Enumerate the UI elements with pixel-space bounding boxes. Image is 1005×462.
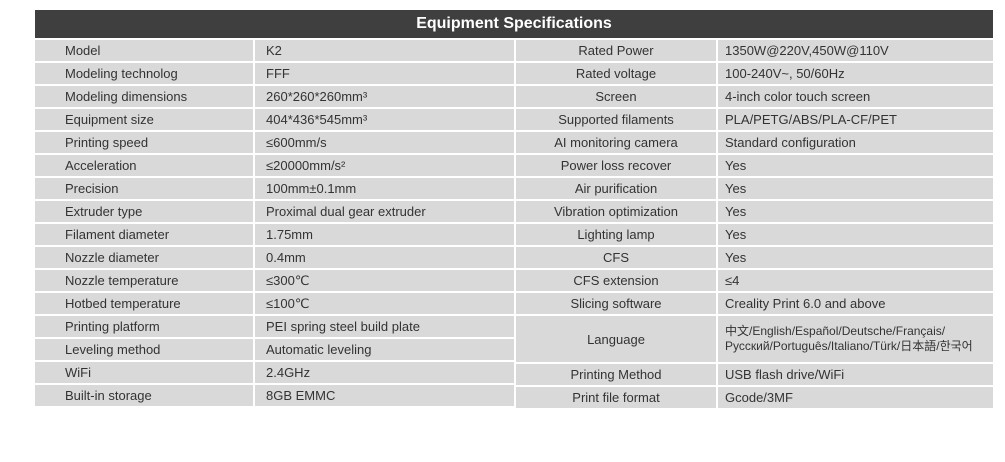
spec-label: Power loss recover	[516, 155, 716, 178]
spec-row: Hotbed temperature ≤100℃	[35, 293, 514, 316]
spec-row: AI monitoring camera Standard configurati…	[516, 132, 993, 155]
spec-label: CFS	[516, 247, 716, 270]
spec-label: Air purification	[516, 178, 716, 201]
spec-label: Extruder type	[35, 201, 253, 224]
spec-label: Language	[516, 316, 716, 364]
spec-row: Extruder type Proximal dual gear extruder	[35, 201, 514, 224]
spec-label: Nozzle temperature	[35, 270, 253, 293]
spec-row: Equipment size 404*436*545mm³	[35, 109, 514, 132]
spec-label: Model	[35, 40, 253, 63]
spec-value: USB flash drive/WiFi	[716, 364, 993, 387]
spec-row: Acceleration ≤20000mm/s²	[35, 155, 514, 178]
spec-row: Printing speed ≤600mm/s	[35, 132, 514, 155]
spec-value: 404*436*545mm³	[253, 109, 514, 132]
spec-value: 260*260*260mm³	[253, 86, 514, 109]
spec-value: 2.4GHz	[253, 362, 514, 385]
spec-label: Leveling method	[35, 339, 253, 362]
spec-label: Printing Method	[516, 364, 716, 387]
spec-row: Rated Power 1350W@220V,450W@110V	[516, 40, 993, 63]
spec-label: Vibration optimization	[516, 201, 716, 224]
spec-title: Equipment Specifications	[35, 10, 993, 38]
spec-value: ≤4	[716, 270, 993, 293]
spec-row: Print file format Gcode/3MF	[516, 387, 993, 410]
spec-table-left: Model K2 Modeling technolog FFF Modeling dim…	[35, 40, 514, 410]
spec-value: Yes	[716, 247, 993, 270]
spec-label: Supported filaments	[516, 109, 716, 132]
spec-value: ≤100℃	[253, 293, 514, 316]
spec-label: Modeling dimensions	[35, 86, 253, 109]
spec-value: PLA/PETG/ABS/PLA-CF/PET	[716, 109, 993, 132]
spec-value: Automatic leveling	[253, 339, 514, 362]
spec-row: Rated voltage 100-240V~, 50/60Hz	[516, 63, 993, 86]
spec-value: FFF	[253, 63, 514, 86]
spec-value: 4-inch color touch screen	[716, 86, 993, 109]
spec-value: 100mm±0.1mm	[253, 178, 514, 201]
spec-label: Slicing software	[516, 293, 716, 316]
spec-row: Slicing software Creality Print 6.0 and a…	[516, 293, 993, 316]
spec-value: Gcode/3MF	[716, 387, 993, 410]
spec-label: Nozzle diameter	[35, 247, 253, 270]
spec-label: Print file format	[516, 387, 716, 410]
spec-row: CFS extension ≤4	[516, 270, 993, 293]
spec-row: Supported filaments PLA/PETG/ABS/PLA-CF/P…	[516, 109, 993, 132]
spec-row: Power loss recover Yes	[516, 155, 993, 178]
spec-value: 1.75mm	[253, 224, 514, 247]
spec-row: Printing Method USB flash drive/WiFi	[516, 364, 993, 387]
spec-row: Language 中文/English/Español/Deutsche/Fran…	[516, 316, 993, 364]
spec-value: 1350W@220V,450W@110V	[716, 40, 993, 63]
spec-row: CFS Yes	[516, 247, 993, 270]
spec-row: WiFi 2.4GHz	[35, 362, 514, 385]
spec-row: Printing platform PEI spring steel build …	[35, 316, 514, 339]
spec-label: Built-in storage	[35, 385, 253, 408]
spec-value: Yes	[716, 178, 993, 201]
spec-value: Proximal dual gear extruder	[253, 201, 514, 224]
spec-label: Modeling technolog	[35, 63, 253, 86]
spec-value: 中文/English/Español/Deutsche/Français/Рус…	[716, 316, 993, 364]
spec-row: Model K2	[35, 40, 514, 63]
spec-label: Printing platform	[35, 316, 253, 339]
spec-value: 100-240V~, 50/60Hz	[716, 63, 993, 86]
spec-row: Modeling dimensions 260*260*260mm³	[35, 86, 514, 109]
spec-label: Lighting lamp	[516, 224, 716, 247]
spec-label: CFS extension	[516, 270, 716, 293]
spec-row: Nozzle temperature ≤300℃	[35, 270, 514, 293]
spec-label: Screen	[516, 86, 716, 109]
spec-value: ≤600mm/s	[253, 132, 514, 155]
spec-label: Filament diameter	[35, 224, 253, 247]
spec-label: Hotbed temperature	[35, 293, 253, 316]
spec-row: Screen 4-inch color touch screen	[516, 86, 993, 109]
spec-sheet: Equipment Specifications Model K2 Modeling…	[35, 10, 993, 410]
spec-row: Lighting lamp Yes	[516, 224, 993, 247]
spec-label: Acceleration	[35, 155, 253, 178]
spec-label: Printing speed	[35, 132, 253, 155]
spec-row: Air purification Yes	[516, 178, 993, 201]
spec-value: ≤20000mm/s²	[253, 155, 514, 178]
spec-row: Built-in storage 8GB EMMC	[35, 385, 514, 408]
spec-value: Yes	[716, 224, 993, 247]
spec-label: Rated voltage	[516, 63, 716, 86]
spec-label: WiFi	[35, 362, 253, 385]
spec-row: Leveling method Automatic leveling	[35, 339, 514, 362]
spec-row: Vibration optimization Yes	[516, 201, 993, 224]
spec-value: ≤300℃	[253, 270, 514, 293]
spec-table-right: Rated Power 1350W@220V,450W@110V Rated vol…	[516, 40, 993, 410]
spec-value: Yes	[716, 155, 993, 178]
spec-value: 0.4mm	[253, 247, 514, 270]
spec-label: Equipment size	[35, 109, 253, 132]
spec-label: Precision	[35, 178, 253, 201]
spec-label: AI monitoring camera	[516, 132, 716, 155]
spec-row: Precision 100mm±0.1mm	[35, 178, 514, 201]
spec-value: K2	[253, 40, 514, 63]
spec-row: Modeling technolog FFF	[35, 63, 514, 86]
spec-row: Filament diameter 1.75mm	[35, 224, 514, 247]
spec-value: 8GB EMMC	[253, 385, 514, 408]
spec-value: Creality Print 6.0 and above	[716, 293, 993, 316]
spec-row: Nozzle diameter 0.4mm	[35, 247, 514, 270]
spec-value: Standard configuration	[716, 132, 993, 155]
spec-label: Rated Power	[516, 40, 716, 63]
spec-value: Yes	[716, 201, 993, 224]
spec-value: PEI spring steel build plate	[253, 316, 514, 339]
